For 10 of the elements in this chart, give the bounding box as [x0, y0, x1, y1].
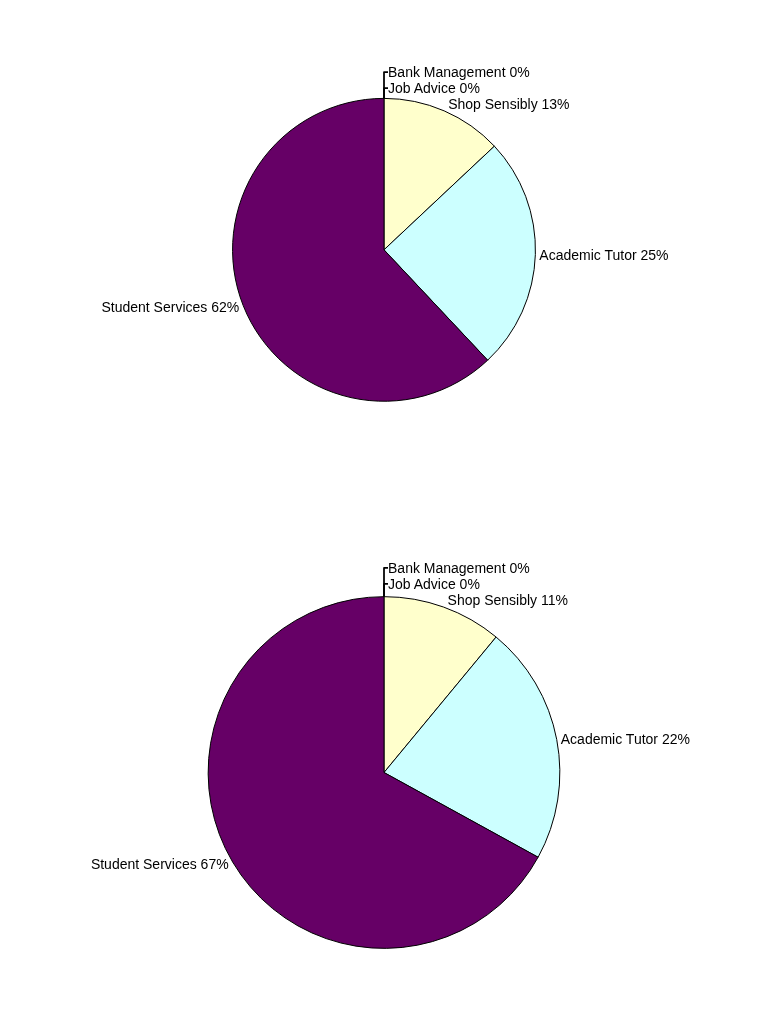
category-label: Bank Management 0% — [388, 559, 530, 576]
slice-label: Shop Sensibly 13% — [448, 96, 570, 113]
slice-label: Academic Tutor 22% — [560, 731, 690, 748]
legend-label: Job Advice 0% — [388, 575, 480, 592]
slice-label: Academic Tutor 25% — [539, 246, 669, 263]
slice-label: Student Services 62% — [101, 298, 240, 315]
category-label: Bank Management 0% — [388, 64, 530, 81]
slice-label: Student Services 67% — [90, 856, 229, 873]
legend-label: Job Advice 0% — [388, 80, 480, 97]
slice-label: Shop Sensibly 11% — [447, 591, 568, 608]
